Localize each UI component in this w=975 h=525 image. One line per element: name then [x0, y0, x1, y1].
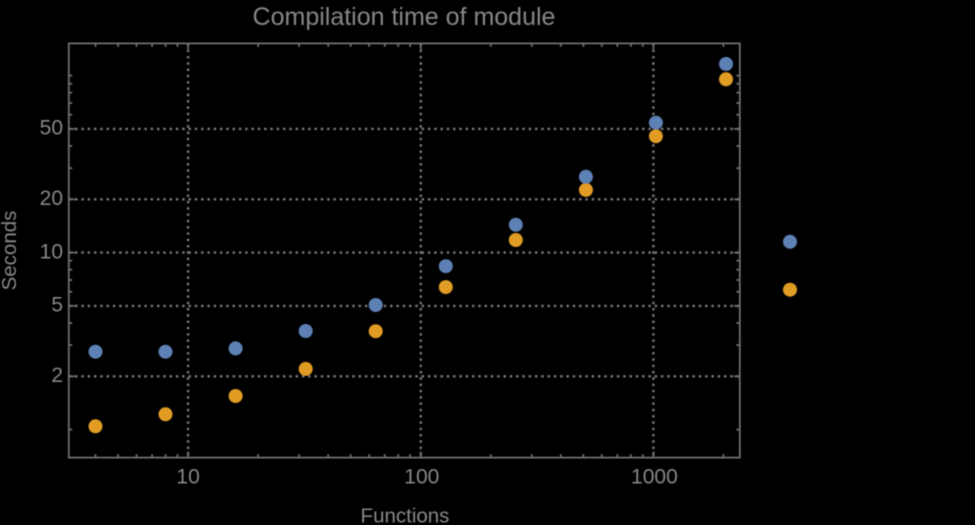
svg-text:5: 5: [51, 294, 63, 317]
svg-text:Seconds: Seconds: [0, 211, 21, 291]
svg-text:2: 2: [51, 364, 63, 387]
svg-text:50: 50: [40, 117, 63, 140]
svg-text:10: 10: [176, 466, 199, 489]
svg-text:10: 10: [40, 240, 63, 263]
svg-text:100: 100: [404, 466, 439, 489]
svg-text:1000: 1000: [631, 466, 678, 489]
svg-text:Functions: Functions: [361, 505, 450, 525]
svg-text:20: 20: [40, 187, 63, 210]
svg-text:Compilation time of module: Compilation time of module: [253, 3, 556, 31]
